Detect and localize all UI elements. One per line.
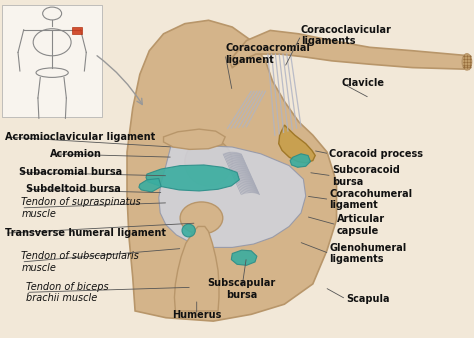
Text: Subcoracoid
bursa: Subcoracoid bursa xyxy=(332,165,400,187)
Text: Scapula: Scapula xyxy=(346,294,390,304)
Text: Subdeltoid bursa: Subdeltoid bursa xyxy=(26,184,121,194)
Text: Subscapular
bursa: Subscapular bursa xyxy=(208,278,276,300)
Text: Clavicle: Clavicle xyxy=(341,78,384,88)
Text: Transverse humeral ligament: Transverse humeral ligament xyxy=(5,228,166,238)
Ellipse shape xyxy=(462,54,472,70)
FancyBboxPatch shape xyxy=(2,5,102,117)
Bar xyxy=(72,27,82,34)
Text: Coracoacromial
ligament: Coracoacromial ligament xyxy=(225,43,310,65)
Polygon shape xyxy=(279,125,315,163)
Ellipse shape xyxy=(180,202,223,234)
Ellipse shape xyxy=(185,139,232,186)
Text: Articular
capsule: Articular capsule xyxy=(337,214,385,236)
Text: Coracoid process: Coracoid process xyxy=(329,149,423,159)
Text: Acromion: Acromion xyxy=(50,149,101,159)
Text: Tendon of biceps
brachii muscle: Tendon of biceps brachii muscle xyxy=(26,282,109,303)
Text: Tendon of supraspinatus
muscle: Tendon of supraspinatus muscle xyxy=(21,197,141,219)
Polygon shape xyxy=(139,178,161,192)
Ellipse shape xyxy=(182,224,195,237)
Text: Humerus: Humerus xyxy=(172,310,221,320)
Text: Coracohumeral
ligament: Coracohumeral ligament xyxy=(329,189,412,210)
Polygon shape xyxy=(290,154,310,167)
Polygon shape xyxy=(127,20,337,321)
Text: Acromioclavicular ligament: Acromioclavicular ligament xyxy=(5,132,155,142)
Text: Subacromial bursa: Subacromial bursa xyxy=(19,167,122,177)
Polygon shape xyxy=(159,145,306,247)
Text: Coracoclavicular
ligaments: Coracoclavicular ligaments xyxy=(301,25,392,46)
Text: Glenohumeral
ligaments: Glenohumeral ligaments xyxy=(329,243,407,264)
Text: Tendon of subscapularis
muscle: Tendon of subscapularis muscle xyxy=(21,251,139,273)
Polygon shape xyxy=(230,30,469,69)
Polygon shape xyxy=(174,226,219,311)
Polygon shape xyxy=(231,250,257,265)
Polygon shape xyxy=(164,129,225,149)
Polygon shape xyxy=(146,165,239,191)
